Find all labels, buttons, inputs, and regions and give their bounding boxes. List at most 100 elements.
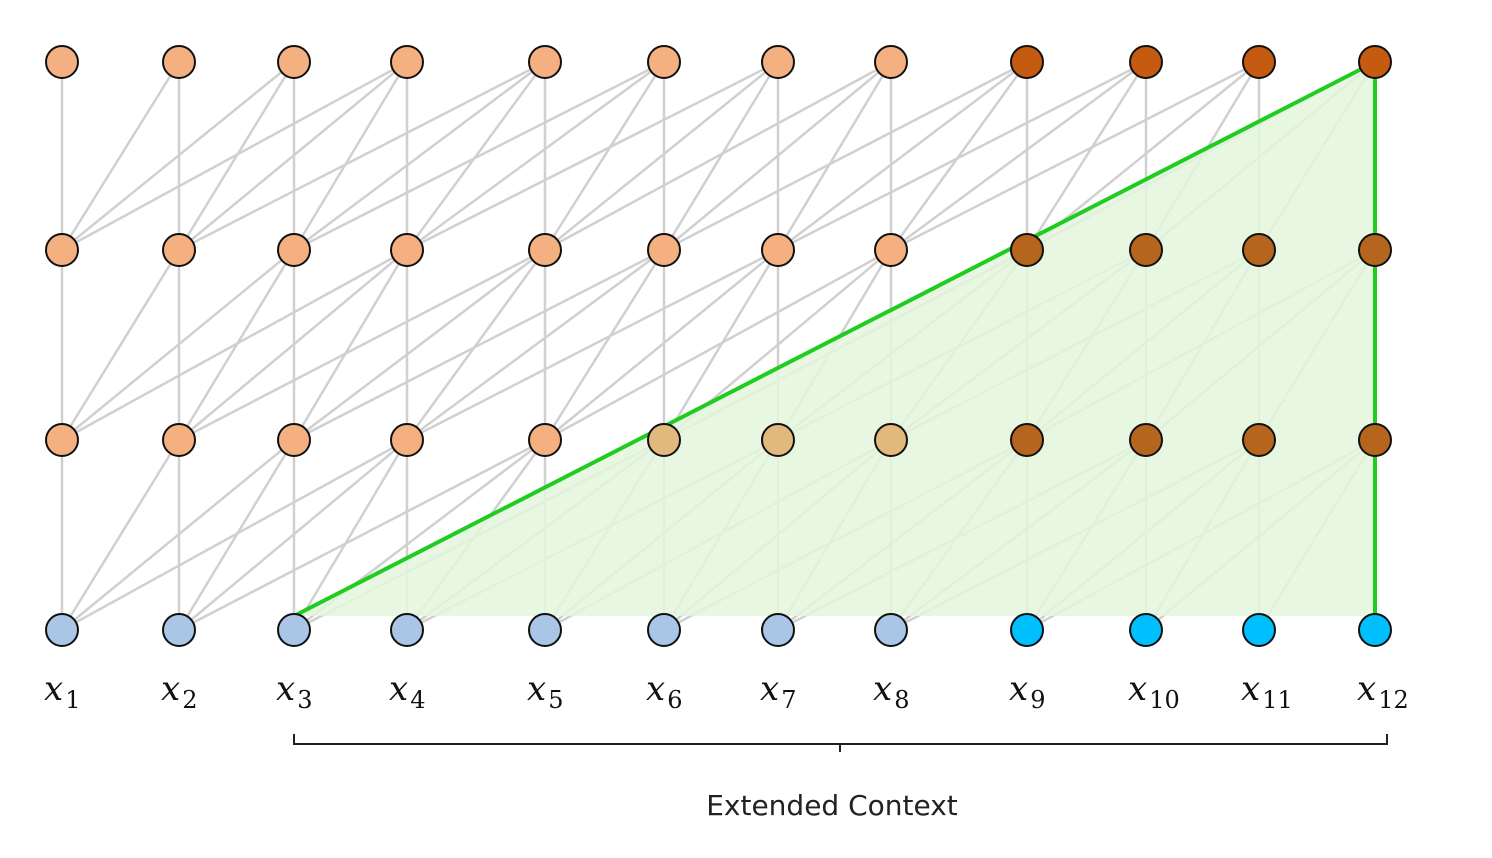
token-subscript: 3 [297, 686, 312, 714]
input-node-x10 [1129, 613, 1163, 647]
input-node-x6 [647, 613, 681, 647]
token-subscript: 2 [182, 686, 197, 714]
token-subscript: 9 [1030, 686, 1045, 714]
token-label-x9: x9 [1009, 669, 1045, 714]
attention-edge [405, 61, 547, 251]
receptive-field-diagonal [293, 60, 1376, 618]
attention-edge [406, 60, 779, 252]
input-node-x3 [277, 613, 311, 647]
attention-edge [61, 248, 408, 442]
input-node-x7 [761, 613, 795, 647]
attention-edge [890, 60, 1147, 252]
input-node-x2 [162, 613, 196, 647]
attention-edge [544, 60, 892, 252]
attention-edge [292, 61, 409, 251]
attention-edge [662, 249, 780, 441]
attention-edge [292, 439, 409, 631]
token-base: x [760, 669, 779, 709]
attention-edge [60, 61, 181, 251]
attention-edge [405, 249, 547, 441]
attention-edge [293, 248, 665, 442]
attention-edge [178, 60, 546, 252]
hidden-node-l3-x7 [761, 45, 795, 79]
attention-edge [61, 61, 295, 251]
receptive-field-border [293, 60, 1377, 618]
attention-edge [61, 439, 295, 631]
token-subscript: 11 [1262, 686, 1293, 714]
hidden-node-l3-x1 [45, 45, 79, 79]
extended-context-bracket: Extended Context [293, 734, 1388, 822]
token-base: x [1357, 669, 1376, 709]
hidden-node-l2-x7 [761, 233, 795, 267]
token-label-x3: x3 [276, 669, 312, 714]
attention-edge [544, 248, 892, 442]
hidden-node-l2-x4 [390, 233, 424, 267]
hidden-node-l3-x5 [528, 45, 562, 79]
input-node-x11 [1242, 613, 1276, 647]
token-label-x5: x5 [527, 669, 563, 714]
token-base: x [1009, 669, 1028, 709]
token-label-x2: x2 [161, 669, 197, 714]
hidden-node-l2-x11 [1242, 233, 1276, 267]
input-node-x5 [528, 613, 562, 647]
token-subscript: 10 [1149, 686, 1180, 714]
token-subscript: 8 [894, 686, 909, 714]
attention-edge [777, 61, 1028, 251]
attention-edge [178, 61, 408, 251]
token-base: x [527, 669, 546, 709]
input-node-x1 [45, 613, 79, 647]
hidden-node-l2-x10 [1129, 233, 1163, 267]
token-label-x12: x12 [1357, 669, 1409, 714]
token-base: x [276, 669, 295, 709]
hidden-node-l1-x5 [528, 423, 562, 457]
hidden-node-l2-x3 [277, 233, 311, 267]
token-subscript: 5 [548, 686, 563, 714]
hidden-node-l1-x2 [162, 423, 196, 457]
attention-edge [293, 249, 546, 441]
attention-edge [292, 249, 409, 441]
attention-edge [889, 61, 1029, 251]
hidden-node-l1-x9 [1010, 423, 1044, 457]
hidden-node-l3-x10 [1129, 45, 1163, 79]
attention-edge [406, 60, 665, 252]
extended-context-label: Extended Context [706, 789, 958, 822]
attention-edge [1025, 61, 1148, 251]
hidden-node-l2-x12 [1358, 233, 1392, 267]
attention-edge [543, 61, 666, 251]
token-subscript: 6 [667, 686, 682, 714]
token-subscript: 4 [410, 686, 425, 714]
attention-edge [178, 248, 546, 442]
token-base: x [1241, 669, 1260, 709]
hidden-node-l3-x6 [647, 45, 681, 79]
attention-edge [61, 438, 408, 632]
token-subscript: 7 [781, 686, 796, 714]
attention-edge [776, 61, 893, 251]
token-base: x [44, 669, 63, 709]
hidden-node-l3-x8 [874, 45, 908, 79]
attention-edge [61, 60, 408, 252]
attention-edge [406, 248, 665, 442]
token-subscript: 1 [65, 686, 80, 714]
token-base: x [1128, 669, 1147, 709]
hidden-node-l2-x2 [162, 233, 196, 267]
hidden-node-l1-x7 [761, 423, 795, 457]
attention-edge [60, 439, 181, 631]
attention-edge [663, 60, 1028, 252]
hidden-node-l3-x9 [1010, 45, 1044, 79]
hidden-node-l1-x10 [1129, 423, 1163, 457]
bracket-line [293, 734, 1388, 752]
hidden-node-l3-x2 [162, 45, 196, 79]
attention-edge [544, 61, 779, 251]
hidden-node-l3-x11 [1242, 45, 1276, 79]
hidden-node-l1-x4 [390, 423, 424, 457]
attention-edge [61, 249, 295, 441]
input-node-x8 [874, 613, 908, 647]
attention-edge [662, 61, 780, 251]
token-base: x [646, 669, 665, 709]
token-label-x4: x4 [389, 669, 425, 714]
hidden-node-l1-x8 [874, 423, 908, 457]
input-node-x9 [1010, 613, 1044, 647]
hidden-node-l1-x6 [647, 423, 681, 457]
token-label-x8: x8 [873, 669, 909, 714]
